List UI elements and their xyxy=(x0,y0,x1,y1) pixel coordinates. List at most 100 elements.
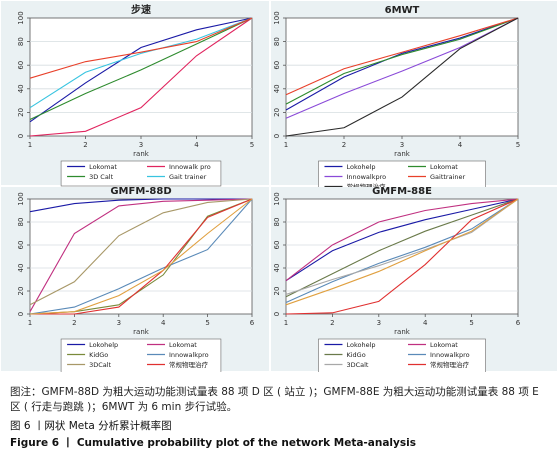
chart-panel-0: 步速 0 20 40 60 80 100 1 2 3 4 5 rank Lokomat Innowalk p… xyxy=(1,1,269,187)
legend-label: 3DCalt xyxy=(89,361,111,369)
legend-label: 常规物理治疗 xyxy=(169,360,209,369)
x-tick-label: 3 xyxy=(117,319,121,327)
series-line-2 xyxy=(285,198,519,298)
series-line-1 xyxy=(29,198,253,312)
legend-label: Lokomat xyxy=(430,341,458,349)
y-tick-label: 100 xyxy=(17,192,25,205)
legend-label: Lokohelp xyxy=(346,341,375,349)
y-tick-label: 0 xyxy=(17,312,25,316)
y-tick-label: 80 xyxy=(17,218,25,227)
legend-label: KidGo xyxy=(346,351,365,359)
y-tick-label: 20 xyxy=(273,108,281,117)
x-tick-label: 5 xyxy=(205,319,209,327)
legend-label: Innowalkpro xyxy=(169,351,209,359)
series-line-1 xyxy=(285,198,519,282)
x-axis-label: rank xyxy=(133,328,150,336)
series-line-5 xyxy=(30,198,253,315)
legend-label: Gaittrainer xyxy=(430,173,466,181)
x-tick-label: 4 xyxy=(161,319,166,327)
x-tick-label: 4 xyxy=(458,141,463,149)
y-tick-label: 60 xyxy=(17,241,25,250)
legend-label: Innowalkpro xyxy=(430,351,470,359)
x-axis-label: rank xyxy=(133,150,150,158)
legend-label: KidGo xyxy=(89,351,108,359)
series-line-2 xyxy=(285,17,519,119)
chart-title: 6MWT xyxy=(385,5,420,16)
series-line-0 xyxy=(29,17,253,123)
series-line-3 xyxy=(29,198,253,315)
plot-area xyxy=(285,198,519,315)
series-line-5 xyxy=(285,198,519,315)
series-line-0 xyxy=(29,198,252,213)
x-axis-label: rank xyxy=(394,328,411,336)
chart-panel-2: GMFM-88D 0 20 40 60 80 100 1 2 3 4 5 6 rank Lokohelp Lo… xyxy=(1,186,269,372)
y-tick-label: 100 xyxy=(273,11,281,24)
x-tick-label: 5 xyxy=(250,141,254,149)
y-tick-label: 40 xyxy=(273,84,281,93)
x-tick-label: 4 xyxy=(423,319,428,327)
chart-title: 步速 xyxy=(131,3,151,16)
x-tick-label: 1 xyxy=(284,319,288,327)
x-tick-label: 5 xyxy=(516,141,520,149)
y-tick-label: 60 xyxy=(17,61,25,70)
legend-label: Lokomat xyxy=(89,163,117,171)
y-tick-label: 80 xyxy=(17,37,25,46)
legend-label: 3D Calt xyxy=(89,173,114,181)
x-tick-label: 1 xyxy=(28,141,32,149)
series-line-3 xyxy=(285,17,519,96)
plot-area xyxy=(29,198,253,315)
legend-label: 常规物理治疗 xyxy=(346,182,386,191)
legend-label: 常规物理治疗 xyxy=(430,360,470,369)
y-tick-label: 60 xyxy=(273,61,281,70)
x-tick-label: 2 xyxy=(342,141,346,149)
legend-label: 3DCalt xyxy=(346,361,368,369)
legend-box xyxy=(60,338,222,372)
y-tick-label: 40 xyxy=(17,84,25,93)
x-tick-label: 6 xyxy=(250,319,255,327)
y-tick-label: 100 xyxy=(17,11,25,24)
y-tick-label: 0 xyxy=(273,312,281,316)
series-line-0 xyxy=(285,198,519,282)
y-tick-label: 80 xyxy=(273,37,281,46)
y-tick-label: 20 xyxy=(17,287,25,296)
x-tick-label: 5 xyxy=(469,319,473,327)
series-line-4 xyxy=(29,198,253,306)
x-tick-label: 3 xyxy=(139,141,143,149)
legend-label: Lokohelp xyxy=(89,341,118,349)
x-tick-label: 3 xyxy=(377,319,381,327)
plot-area xyxy=(29,17,253,137)
series-line-4 xyxy=(285,198,519,295)
x-tick-label: 2 xyxy=(72,319,76,327)
x-tick-label: 2 xyxy=(330,319,334,327)
figure-note: 图注：GMFM-88D 为粗大运动功能测试量表 88 项 D 区 ( 站立 )；… xyxy=(10,386,539,413)
x-tick-label: 2 xyxy=(83,141,87,149)
legend-label: Innowalk pro xyxy=(169,163,211,171)
y-tick-label: 40 xyxy=(273,264,281,273)
x-tick-label: 4 xyxy=(194,141,199,149)
x-axis-label: rank xyxy=(394,150,411,158)
series-line-6 xyxy=(29,198,253,315)
y-tick-label: 0 xyxy=(273,134,281,138)
x-tick-label: 1 xyxy=(284,141,288,149)
series-line-1 xyxy=(285,17,519,105)
series-line-6 xyxy=(285,198,519,306)
series-line-2 xyxy=(29,17,253,120)
chart-panel-3: GMFM-88E 0 20 40 60 80 100 1 2 3 4 5 6 rank Lokohelp Lo… xyxy=(271,186,557,372)
y-tick-label: 100 xyxy=(273,192,281,205)
figure-title-en: Figure 6 丨 Cumulative probability plot o… xyxy=(10,437,416,449)
series-line-1 xyxy=(29,17,253,137)
series-line-3 xyxy=(285,198,519,304)
legend-label: Lokomat xyxy=(169,341,197,349)
y-tick-label: 60 xyxy=(273,241,281,250)
series-line-3 xyxy=(29,17,253,109)
y-tick-label: 20 xyxy=(273,287,281,296)
x-tick-label: 6 xyxy=(516,319,521,327)
legend-box xyxy=(60,160,222,187)
legend-box xyxy=(318,338,486,372)
figure-title-cn: 图 6 丨网状 Meta 分析累计概率图 xyxy=(10,420,172,432)
series-line-4 xyxy=(29,17,253,79)
legend-label: Lokomat xyxy=(430,163,458,171)
legend-label: Gait trainer xyxy=(169,173,207,181)
y-tick-label: 0 xyxy=(17,134,25,138)
